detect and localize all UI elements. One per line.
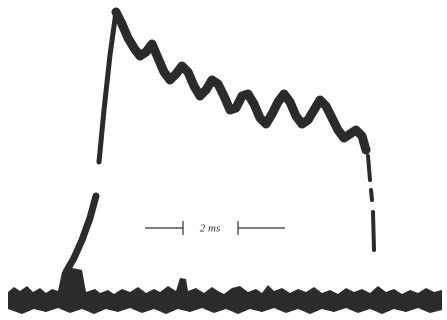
scale-bar-label: 2 ms (200, 223, 220, 235)
oscilloscope-figure: 2 ms (0, 0, 447, 320)
